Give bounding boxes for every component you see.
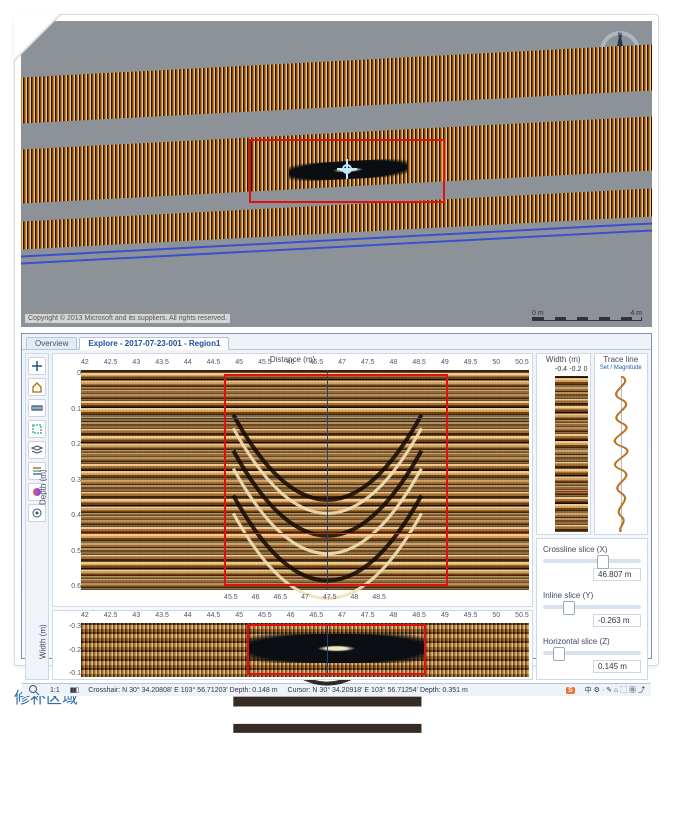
- trace-subtitle: Set / Magnitude: [595, 365, 648, 371]
- tool-measure-icon[interactable]: [28, 399, 46, 417]
- x-ticks: 4242.54343.54444.54545.54646.54747.54848…: [81, 612, 529, 622]
- slice-x-slider[interactable]: [543, 559, 641, 563]
- trace-wiggle: [597, 376, 646, 532]
- figure-card: N Copyright © 2013 Microsoft and its sup…: [14, 14, 659, 666]
- trace-line-panel[interactable]: Trace line Set / Magnitude: [594, 353, 649, 535]
- brand-icon: S: [566, 687, 575, 694]
- slice-y-value[interactable]: -0.263 m: [593, 614, 641, 627]
- status-zoom: 1:1: [50, 687, 60, 694]
- zoom-icon[interactable]: [28, 684, 40, 696]
- tool-home-icon[interactable]: [28, 378, 46, 396]
- panel-title: Width (m): [537, 354, 590, 366]
- map-3d-view[interactable]: N Copyright © 2013 Microsoft and its sup…: [21, 21, 652, 327]
- tab-explore[interactable]: Explore - 2017-07-23-001 - Region1: [79, 337, 229, 350]
- slice-z-label: Horizontal slice (Z): [543, 637, 641, 646]
- slice-x-value[interactable]: 46.807 m: [593, 568, 641, 581]
- tab-bar: Overview Explore - 2017-07-23-001 - Regi…: [22, 334, 651, 350]
- x-ticks: 4242.54343.54444.54545.54646.54747.54848…: [81, 359, 529, 369]
- y-axis-title: Width (m): [39, 624, 48, 659]
- slice-y-label: Inline slice (Y): [543, 591, 641, 600]
- width-section-panel[interactable]: Width (m) -0.4-0.20: [536, 353, 591, 535]
- tool-pan-icon[interactable]: [28, 357, 46, 375]
- compass-n: N: [618, 33, 622, 39]
- depth-red-line: [555, 491, 588, 492]
- scale-bar: 0 m 4 m: [532, 310, 642, 321]
- tool-snap-icon[interactable]: [28, 504, 46, 522]
- highlight-box: [247, 624, 426, 675]
- tool-fence-icon[interactable]: [28, 420, 46, 438]
- x-ticks: -0.4-0.20: [555, 366, 588, 373]
- highlight-box: [224, 374, 448, 585]
- inline-section-panel[interactable]: Distance (m) Depth (m) 4242.54343.54444.…: [52, 353, 533, 607]
- x-ticks-bottom: 45.54646.54747.54848.5: [81, 594, 529, 604]
- y-ticks: -0.3-0.2-0.1: [67, 623, 81, 677]
- width-section: [555, 376, 588, 532]
- slice-x-label: Crossline slice (X): [543, 545, 641, 554]
- slice-y-slider[interactable]: [543, 605, 641, 609]
- slice-controls-panel: Crossline slice (X) 46.807 m Inline slic…: [536, 538, 648, 680]
- scalebar-left: 0 m: [532, 310, 544, 317]
- crossline-panel[interactable]: Width (m) 4242.54343.54444.54545.54646.5…: [52, 610, 533, 680]
- y-axis-title: Depth (m): [39, 470, 48, 506]
- crosshair-marker[interactable]: [337, 159, 357, 179]
- tab-overview[interactable]: Overview: [26, 337, 77, 349]
- survey-strip: [21, 44, 652, 124]
- scalebar-right: 4 m: [630, 310, 642, 317]
- map-copyright: Copyright © 2013 Microsoft and its suppl…: [25, 314, 230, 323]
- status-right[interactable]: 中 ⚙ · ✎ ⌂ ⬚ ▦ ⤴: [585, 685, 645, 695]
- y-ticks: 00.10.20.30.40.50.6: [67, 370, 81, 590]
- slice-z-slider[interactable]: [543, 651, 641, 655]
- slice-z-value[interactable]: 0.145 m: [593, 660, 641, 673]
- explore-window: Overview Explore - 2017-07-23-001 - Regi…: [21, 333, 652, 659]
- tool-layers-icon[interactable]: [28, 441, 46, 459]
